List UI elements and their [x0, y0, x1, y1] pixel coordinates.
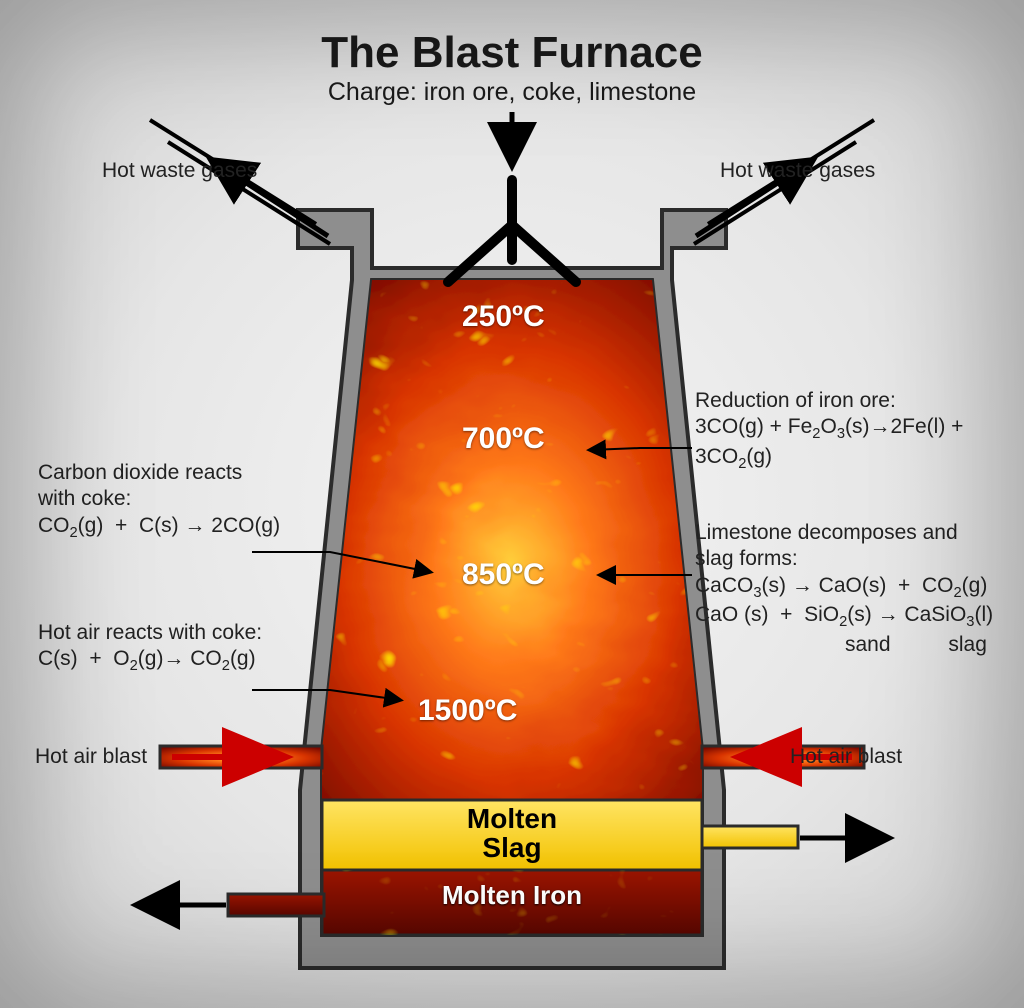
temp-850: 850ºC — [462, 558, 545, 592]
diagram-subtitle: Charge: iron ore, coke, limestone — [0, 78, 1024, 107]
label-air-right: Hot air blast — [790, 744, 902, 770]
label-waste-left: Hot waste gases — [102, 158, 257, 184]
label-waste-right: Hot waste gases — [720, 158, 875, 184]
label-iron: Molten Iron — [402, 880, 622, 911]
diagram-title: The Blast Furnace — [0, 28, 1024, 78]
temp-1500: 1500ºC — [418, 694, 517, 728]
callout-hot-air-coke: Hot air reacts with coke: C(s) + O2(g)→ … — [38, 620, 308, 676]
label-slag: MoltenSlag — [412, 804, 612, 863]
label-air-left: Hot air blast — [35, 744, 147, 770]
temp-250: 250ºC — [462, 300, 545, 334]
temp-700: 700ºC — [462, 422, 545, 456]
callout-co2-coke: Carbon dioxide reactswith coke: CO2(g) +… — [38, 460, 318, 542]
callout-limestone: Limestone decomposes andslag forms: CaCO… — [695, 520, 1015, 658]
callout-reduction: Reduction of iron ore: 3CO(g) + Fe2O3(s)… — [695, 388, 1015, 473]
